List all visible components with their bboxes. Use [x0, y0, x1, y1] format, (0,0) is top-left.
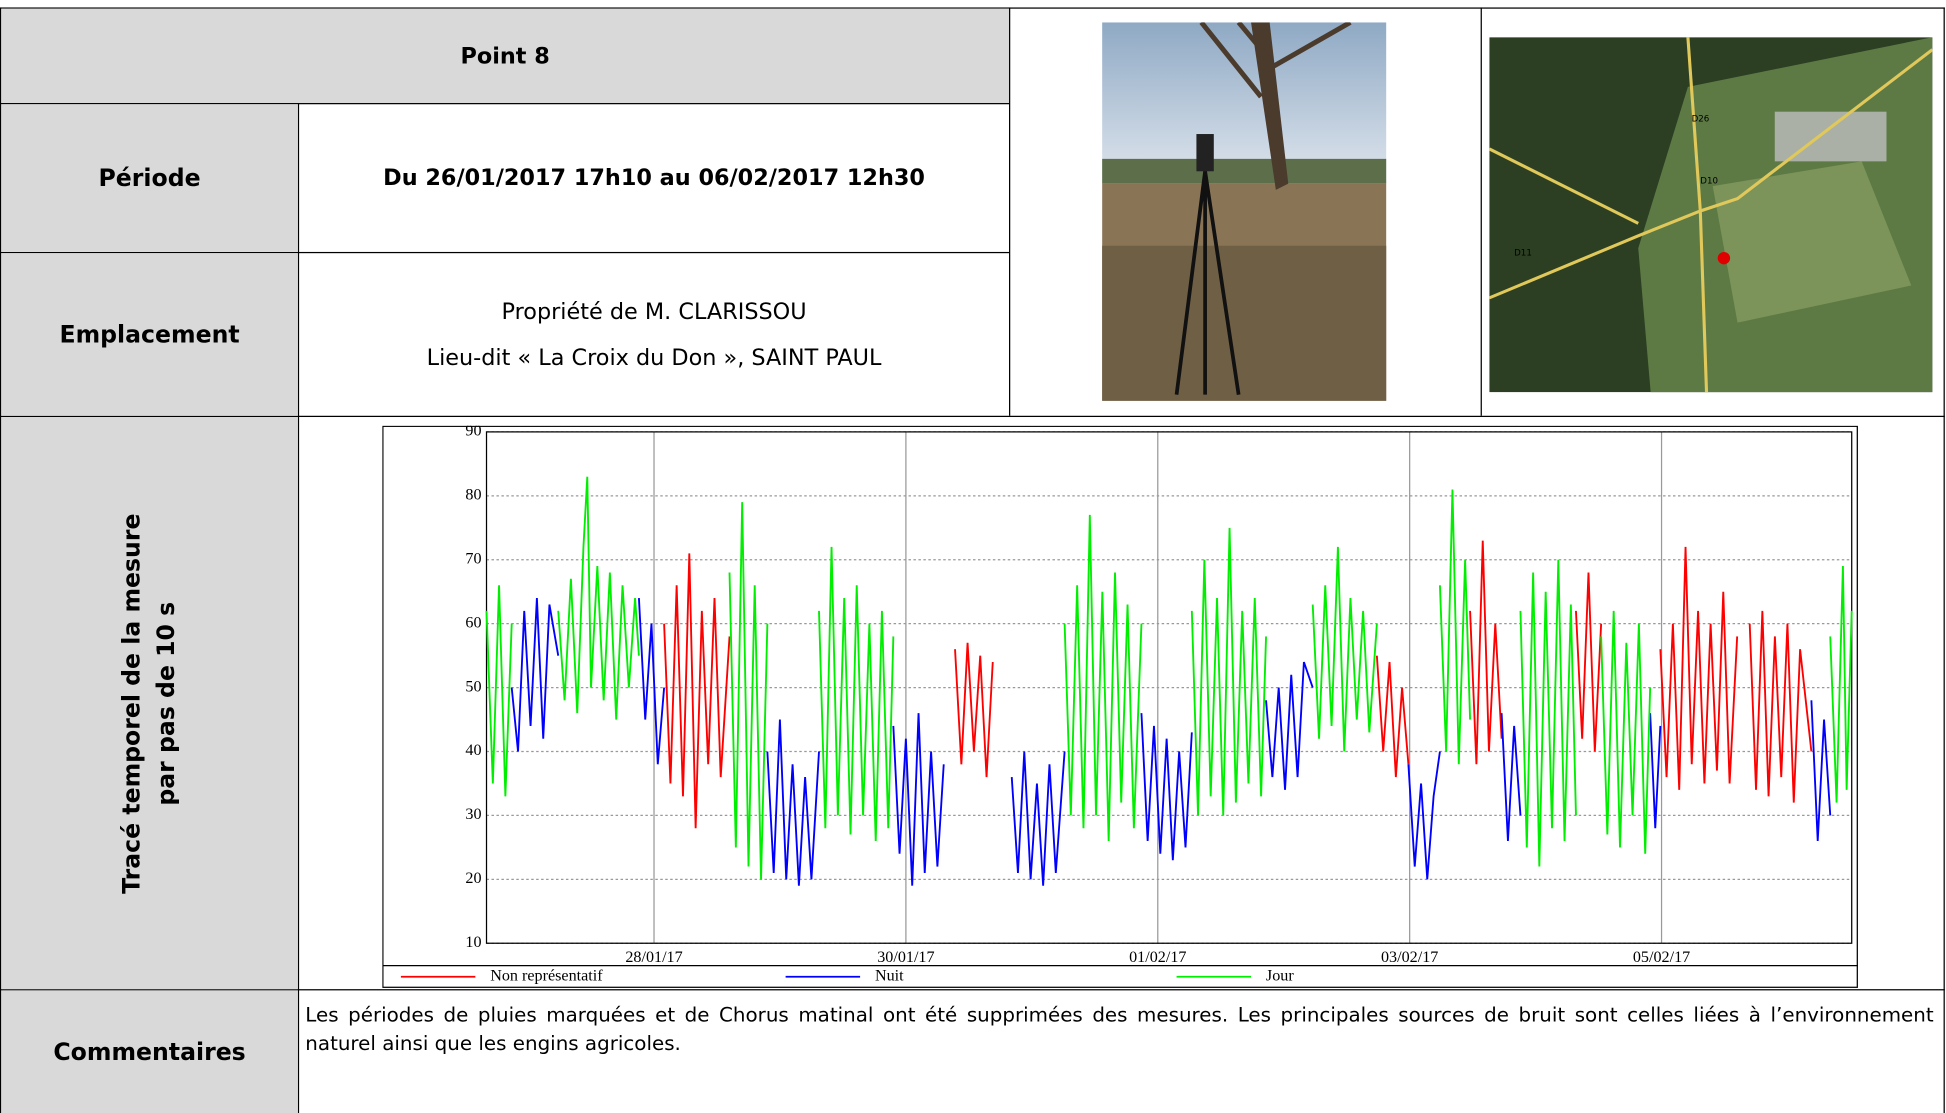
x-tick-label: 30/01/17	[877, 949, 934, 966]
x-tick-label: 05/02/17	[1633, 949, 1690, 966]
x-tick-label: 01/02/17	[1129, 949, 1186, 966]
y-tick-label: 80	[465, 487, 481, 504]
series-line	[510, 598, 1832, 886]
title: Point 8	[1, 8, 1010, 104]
text-line: par pas de 10 s	[153, 601, 181, 805]
x-tick-label: 03/02/17	[1381, 949, 1438, 966]
y-tick-label: 20	[465, 870, 481, 887]
text-line: Lieu-dit « La Croix du Don », SAINT PAUL	[426, 344, 882, 371]
y-tick-label: 70	[465, 550, 481, 567]
x-tick-label: 28/01/17	[625, 949, 682, 966]
row-label: Période	[1, 104, 298, 252]
y-tick-label: 50	[465, 678, 481, 695]
series-line	[485, 476, 1853, 880]
border	[1009, 7, 1011, 416]
plot-frame	[485, 431, 1853, 944]
border	[297, 103, 300, 1113]
y-tick-label: 90	[465, 426, 481, 440]
y-tick-label: 40	[465, 742, 481, 759]
map-label: D26	[1692, 115, 1710, 125]
row-label: Commentaires	[1, 990, 298, 1113]
border	[0, 989, 1945, 991]
border	[1943, 7, 1945, 1113]
chart: 10 20 30 40 50 60 70 80 90 28/01/17 30/01/17 01/02/…	[382, 425, 1858, 988]
border	[0, 7, 1945, 9]
site-photo	[1102, 22, 1387, 401]
legend-label: Jour	[1266, 967, 1294, 984]
site-map: D26 D10 D11	[1489, 37, 1933, 393]
rotated-label: Tracé temporel de la mesure par pas de 1…	[115, 513, 185, 893]
text-line: Tracé temporel de la mesure	[118, 512, 146, 894]
legend-label: Non représentatif	[490, 967, 603, 984]
border	[0, 7, 2, 1113]
map-label: D11	[1514, 249, 1532, 259]
y-tick-label: 60	[465, 614, 481, 631]
row-label: Emplacement	[1, 253, 298, 416]
y-tick-label: 10	[465, 934, 481, 951]
comment-text: Les périodes de pluies marquées et de Ch…	[305, 1002, 1934, 1055]
row-label: Tracé temporel de la mesure par pas de 1…	[1, 417, 298, 990]
text-line: Propriété de M. CLARISSOU	[501, 298, 807, 325]
border	[0, 103, 1010, 105]
row-value: Propriété de M. CLARISSOU Lieu-dit « La …	[299, 253, 1009, 416]
border	[0, 251, 1010, 254]
map-label: D10	[1700, 177, 1718, 187]
series-line	[663, 540, 1813, 829]
row-value: Du 26/01/2017 17h10 au 06/02/2017 12h30	[383, 165, 925, 192]
border	[1480, 7, 1482, 416]
legend-label: Nuit	[875, 967, 904, 984]
y-tick-label: 30	[465, 806, 481, 823]
border	[0, 415, 1945, 418]
